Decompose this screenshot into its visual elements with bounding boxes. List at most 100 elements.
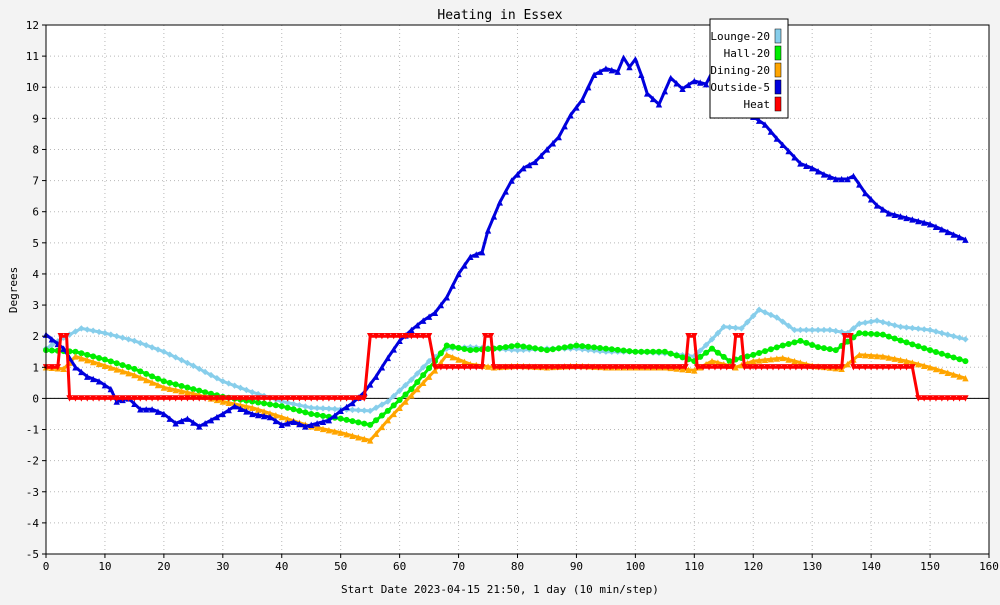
y-tick-label: 6	[32, 206, 39, 219]
data-point-hall-20	[874, 331, 881, 338]
data-point-hall-20	[797, 337, 804, 344]
data-point-lounge-20	[856, 320, 863, 327]
data-point-outside-5	[691, 77, 698, 85]
data-point-lounge-20	[154, 346, 162, 353]
data-point-outside-5	[920, 219, 928, 226]
data-point-hall-20	[744, 353, 751, 360]
data-point-hall-20	[160, 378, 167, 385]
data-point-dining-20	[272, 412, 280, 419]
data-point-hall-20	[467, 347, 474, 354]
data-point-dining-20	[926, 364, 934, 371]
data-point-outside-5	[496, 199, 504, 206]
data-point-lounge-20	[814, 326, 822, 334]
y-tick-label: 12	[26, 19, 39, 32]
data-point-lounge-20	[414, 370, 421, 377]
data-point-dining-20	[160, 384, 168, 391]
data-point-dining-20	[443, 351, 450, 359]
data-point-heat	[431, 364, 439, 371]
data-point-hall-20	[502, 344, 509, 351]
data-point-heat	[308, 395, 315, 402]
data-point-hall-20	[414, 379, 421, 386]
data-point-heat	[95, 395, 103, 402]
data-point-hall-20	[84, 351, 91, 358]
data-point-lounge-20	[178, 356, 185, 364]
data-point-dining-20	[113, 366, 120, 373]
data-point-heat	[125, 395, 132, 402]
data-point-dining-20	[355, 434, 362, 441]
data-point-lounge-20	[867, 318, 875, 325]
data-point-outside-5	[89, 375, 97, 383]
data-point-dining-20	[867, 352, 875, 359]
data-point-hall-20	[620, 347, 627, 354]
data-point-lounge-20	[850, 325, 857, 332]
data-point-heat	[213, 395, 221, 402]
data-point-hall-20	[131, 365, 138, 372]
data-point-hall-20	[532, 345, 539, 352]
data-point-heat	[231, 395, 238, 402]
data-point-lounge-20	[201, 368, 209, 376]
data-point-lounge-20	[319, 405, 327, 412]
data-point-heat	[237, 395, 244, 402]
data-point-heat	[932, 395, 940, 402]
data-point-hall-20	[602, 345, 609, 352]
data-point-lounge-20	[308, 404, 315, 411]
data-point-hall-20	[667, 350, 674, 357]
data-point-dining-20	[184, 389, 191, 396]
data-point-heat	[781, 364, 788, 371]
data-point-heat	[107, 395, 115, 402]
data-point-hall-20	[938, 350, 945, 357]
data-point-heat	[676, 364, 683, 371]
data-point-heat	[879, 364, 887, 371]
data-point-dining-20	[278, 413, 285, 421]
data-point-hall-20	[473, 346, 480, 353]
data-point-hall-20	[549, 346, 556, 353]
y-tick-label: 0	[32, 392, 39, 405]
data-point-hall-20	[443, 342, 450, 349]
data-point-hall-20	[650, 348, 657, 355]
legend-swatch-lounge-20	[774, 28, 782, 44]
y-tick-label: 3	[32, 299, 39, 312]
series-outside-5	[42, 54, 969, 430]
data-point-outside-5	[938, 226, 946, 233]
data-point-dining-20	[461, 358, 468, 366]
data-point-dining-20	[685, 366, 692, 373]
data-point-lounge-20	[903, 324, 910, 331]
data-point-outside-5	[620, 54, 627, 61]
data-point-outside-5	[396, 337, 403, 345]
legend-swatch-heat	[774, 96, 782, 112]
data-point-heat	[832, 364, 840, 371]
data-point-dining-20	[708, 357, 716, 365]
data-point-lounge-20	[302, 403, 309, 410]
data-point-outside-5	[649, 95, 657, 103]
data-point-heat	[284, 395, 291, 402]
data-point-heat	[635, 364, 643, 371]
data-point-dining-20	[260, 408, 268, 415]
data-point-dining-20	[142, 376, 150, 384]
data-point-dining-20	[950, 371, 957, 378]
data-point-lounge-20	[909, 324, 916, 332]
data-point-hall-20	[773, 344, 780, 351]
data-point-hall-20	[107, 358, 114, 365]
data-point-dining-20	[107, 364, 115, 371]
data-point-outside-5	[290, 418, 297, 425]
data-point-heat	[897, 364, 904, 371]
data-point-hall-20	[679, 354, 686, 361]
data-point-outside-5	[626, 63, 633, 71]
data-point-heat	[903, 364, 910, 371]
data-point-heat	[850, 364, 857, 371]
data-point-hall-20	[927, 347, 934, 354]
data-point-lounge-20	[325, 405, 333, 412]
data-point-lounge-20	[131, 337, 138, 345]
x-tick-label: 30	[216, 560, 229, 573]
data-point-heat	[467, 364, 474, 371]
data-point-hall-20	[78, 350, 85, 357]
data-point-hall-20	[337, 415, 344, 422]
data-point-lounge-20	[832, 327, 839, 335]
data-point-lounge-20	[761, 309, 769, 316]
data-point-outside-5	[602, 65, 610, 72]
data-point-hall-20	[921, 345, 928, 352]
data-point-outside-5	[72, 364, 79, 371]
data-point-hall-20	[579, 343, 586, 350]
data-point-heat	[302, 395, 309, 402]
data-point-heat	[915, 395, 922, 402]
